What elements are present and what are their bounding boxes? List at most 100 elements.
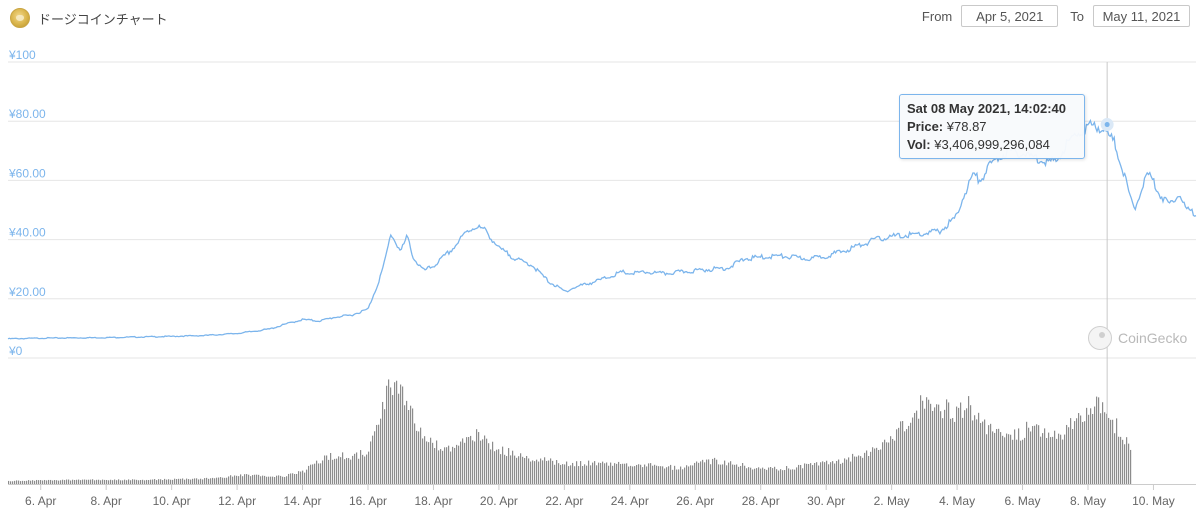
volume-bar [1088,414,1090,484]
volume-bar [980,422,982,484]
volume-bar [900,421,902,484]
volume-bar [162,480,164,484]
volume-bar [636,464,638,484]
volume-bar [1054,430,1056,484]
volume-bar [174,478,176,484]
volume-bar [1048,432,1050,484]
from-date-input[interactable] [961,5,1059,27]
volume-bar [730,461,732,484]
volume-bar [54,480,56,484]
volume-bar [704,462,706,484]
volume-bar [854,456,856,484]
volume-bar [946,399,948,484]
volume-bar [166,479,168,484]
volume-bar [702,459,704,484]
volume-bar [108,480,110,484]
volume-bar [466,437,468,484]
volume-bar [574,466,576,484]
volume-bar [848,457,850,484]
volume-bar [406,400,408,484]
volume-bar [488,443,490,484]
volume-bar [310,464,312,484]
volume-bar [706,459,708,484]
volume-bar [1116,418,1118,484]
to-date-input[interactable] [1093,5,1190,27]
volume-bar [270,476,272,484]
volume-bar [746,468,748,484]
volume-bar [1128,443,1130,484]
volume-bar [372,435,374,484]
volume-bar [86,479,88,484]
volume-bar [526,455,528,484]
volume-bar [1040,436,1042,484]
volume-bar [888,442,890,484]
volume-bar [504,454,506,484]
coingecko-logo-icon [1088,326,1112,350]
volume-bar [686,465,688,484]
volume-bar [668,466,670,484]
volume-bar [1032,426,1034,484]
volume-bar [500,454,502,484]
volume-bar [92,479,94,484]
volume-bar [200,478,202,484]
x-tick-label: 22. Apr [545,494,583,508]
volume-bar [298,471,300,484]
volume-bar [124,479,126,484]
volume-bar [852,453,854,484]
volume-bar [94,480,96,484]
volume-bar [508,448,510,484]
volume-bar [358,458,360,484]
volume-bar [172,479,174,484]
volume-bar [76,479,78,484]
volume-bar [532,460,534,484]
volume-bar [1020,440,1022,484]
volume-bar [378,424,380,484]
volume-bar [530,461,532,484]
volume-bar [110,479,112,484]
volume-bar [288,473,290,484]
volume-bar [414,423,416,484]
volume-bar [914,412,916,484]
volume-bar [40,480,42,484]
volume-bar [780,469,782,484]
volume-bar [658,466,660,484]
volume-bar [808,463,810,484]
volume-bar [322,460,324,484]
volume-bar [114,479,116,484]
volume-bar [140,479,142,484]
volume-bar [476,429,478,484]
volume-bar [862,457,864,484]
volume-bar [626,463,628,484]
volume-bar [398,393,400,484]
volume-bar [480,440,482,484]
volume-bar [632,466,634,484]
volume-bar [708,459,710,484]
volume-bar [502,446,504,484]
volume-bar [272,476,274,484]
volume-bar [734,464,736,484]
volume-bar [872,447,874,484]
volume-bar [444,447,446,484]
volume-bar [212,477,214,484]
volume-bar [1102,402,1104,484]
volume-bar [246,474,248,484]
volume-bar [182,478,184,484]
volume-bar [694,462,696,484]
volume-bar [258,474,260,484]
volume-bar [202,479,204,484]
volume-bar [1108,417,1110,484]
volume-bar [786,466,788,484]
volume-bar [276,475,278,484]
volume-bar [354,453,356,484]
volume-bar [262,475,264,484]
volume-bar [1066,424,1068,484]
volume-bar [430,437,432,484]
volume-bar [768,467,770,484]
volume-bar [818,465,820,484]
volume-bar [34,480,36,484]
volume-bar [370,441,372,484]
y-tick-label: ¥0 [8,344,23,358]
volume-bar [692,465,694,484]
volume-bar [876,447,878,484]
